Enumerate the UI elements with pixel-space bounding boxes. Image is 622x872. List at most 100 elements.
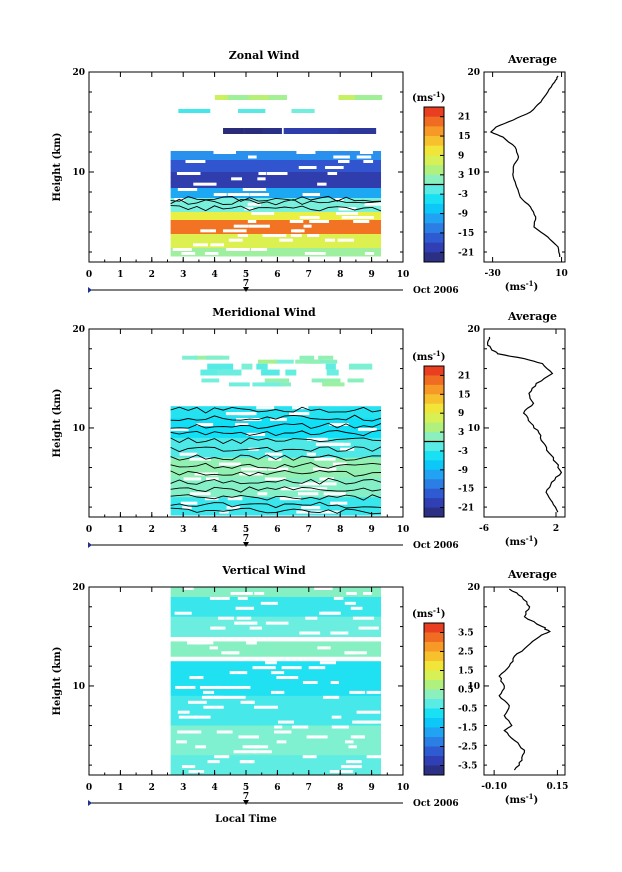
x-tick-label: 0 — [86, 525, 92, 535]
data-gap — [203, 705, 224, 709]
data-gap — [356, 710, 381, 714]
data-gap — [348, 745, 357, 749]
data-gap — [207, 760, 220, 764]
data-gap — [171, 427, 189, 431]
x-tick-label: 6 — [274, 270, 280, 280]
colorbar-segment — [424, 203, 444, 215]
heatmap-cell — [170, 506, 382, 512]
data-gap — [331, 715, 342, 719]
heatmap-cell — [308, 359, 338, 364]
data-gap — [239, 472, 263, 476]
colorbar-segment — [424, 469, 444, 480]
colorbar-segment — [424, 642, 444, 652]
data-gap — [302, 755, 317, 759]
average-y-tick-label: 10 — [467, 682, 480, 692]
data-gap — [248, 155, 257, 159]
data-gap — [202, 690, 215, 694]
colorbar-segment — [424, 488, 444, 499]
panel-title: Vertical Wind — [221, 564, 306, 577]
heatmap-cell — [170, 252, 382, 257]
colorbar-segment — [424, 174, 444, 185]
data-gap — [340, 447, 355, 451]
heatmap-cell — [307, 128, 346, 134]
data-gap — [331, 725, 349, 729]
unit-part: -1 — [433, 349, 441, 358]
colorbar-tick-label: 21 — [458, 371, 471, 381]
heatmap-cell — [170, 182, 382, 189]
data-gap — [302, 681, 318, 684]
x-tick-label: 5 — [243, 783, 249, 793]
x-tick-label: 4 — [211, 783, 217, 793]
data-gap — [216, 730, 233, 734]
x-axis: 0 1 2 3 4 5 6 7 8 9 10 — [86, 72, 409, 280]
heatmap-cell — [295, 359, 321, 364]
colorbar-segment — [424, 126, 444, 137]
data-gap — [356, 216, 374, 219]
data-gap — [304, 252, 326, 255]
data-gap — [189, 457, 212, 461]
heatmap-cell — [245, 128, 263, 134]
heatmap-cell — [170, 666, 382, 672]
heatmap-cell — [338, 95, 355, 100]
contour-line — [170, 437, 382, 445]
heatmap-cell — [170, 220, 382, 226]
heatmap-cell — [228, 95, 249, 100]
heatmap-cell — [228, 382, 250, 387]
data-gap — [317, 646, 331, 650]
data-gap — [257, 492, 268, 496]
heatmap-cell — [170, 646, 382, 652]
data-gap — [329, 770, 354, 774]
contour-line — [170, 406, 382, 414]
data-gap — [185, 160, 206, 163]
data-gap — [251, 212, 275, 215]
y-axis-label: Height (km) — [52, 133, 63, 202]
colorbar-segment — [424, 441, 444, 452]
colorbar-tick-label: 2.5 — [458, 648, 474, 658]
heatmap-cell — [325, 363, 336, 370]
x-axis: 0 1 2 3 4 5 6 7 8 9 10 — [86, 587, 409, 793]
data-gap — [194, 472, 218, 476]
data-gap — [176, 740, 187, 744]
data-gap — [349, 690, 366, 694]
colorbar-tick-label: 1.5 — [458, 667, 474, 677]
heatmap-cell — [170, 238, 382, 244]
unit-part: ) — [441, 93, 446, 104]
colorbar-tick-label: -9 — [458, 466, 468, 476]
day-tick-marker — [243, 800, 249, 805]
y-tick-label: 20 — [72, 583, 85, 593]
data-gap — [209, 596, 230, 600]
heatmap-cell — [170, 492, 382, 498]
data-gap — [352, 720, 372, 724]
colorbar-segment — [424, 375, 444, 386]
heatmap-cell — [318, 378, 341, 383]
data-gap — [341, 216, 358, 219]
heatmap — [170, 587, 387, 776]
x-tick-label: 7 — [306, 270, 312, 280]
colorbar-segment — [424, 413, 444, 424]
x-tick-label: 4 — [211, 525, 217, 535]
data-gap — [279, 238, 293, 242]
heatmap-cell — [170, 198, 382, 204]
data-gap — [256, 406, 275, 410]
data-gap — [302, 193, 321, 196]
heatmap-cell — [170, 760, 382, 766]
data-gap — [235, 423, 249, 426]
y-tick-label: 10 — [72, 682, 85, 692]
date-label: Oct 2006 — [413, 286, 459, 296]
unit-part: (ms — [505, 795, 526, 806]
data-gap — [233, 750, 257, 754]
data-gap — [175, 685, 196, 689]
data-gap — [196, 423, 213, 426]
data-gap — [231, 177, 242, 181]
data-gap — [296, 151, 316, 154]
heatmap-cell — [170, 160, 382, 167]
y-axis-label: Height (km) — [52, 389, 63, 458]
colorbar-segment — [424, 252, 444, 263]
data-gap — [209, 646, 218, 650]
data-gap — [262, 234, 287, 237]
heatmap-cell — [170, 501, 382, 507]
heatmap-cell — [200, 369, 222, 376]
colorbar: (ms-1) 21 15 9 3 -3 -9 -15 -21 — [412, 90, 474, 263]
data-gap — [330, 501, 348, 505]
data-gap — [227, 497, 243, 501]
